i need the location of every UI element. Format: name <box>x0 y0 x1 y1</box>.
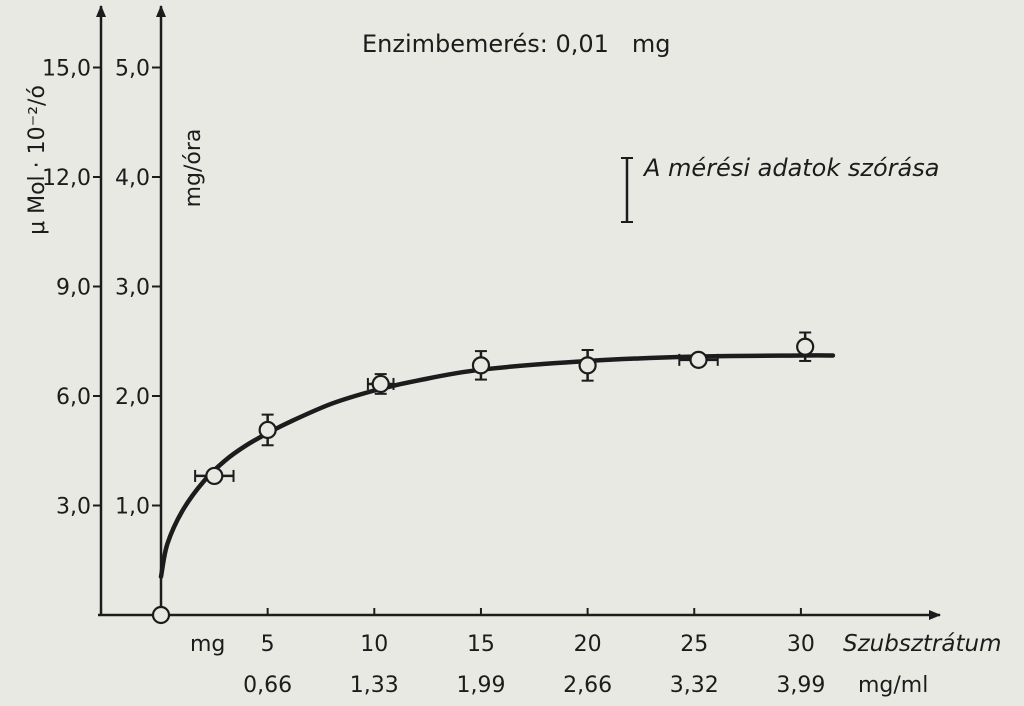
data-point-marker <box>796 337 815 356</box>
x-tick-label-mgml: 3,99 <box>776 673 825 698</box>
outer-y-tick-label: 9,0 <box>56 276 91 301</box>
data-point-marker <box>205 466 224 486</box>
x-ticks: 5 0,66 10 1,33 15 1,99 20 2,66 25 3,32 30 3,99 <box>243 608 825 698</box>
inner-y-tick-label: 1,0 <box>115 495 150 520</box>
data-point <box>151 605 171 625</box>
x-tick-label-mg: 15 <box>467 632 495 657</box>
data-point-marker <box>371 374 390 394</box>
x-tick-label-mg: 30 <box>787 632 815 657</box>
x-tick-label-mgml: 2,66 <box>563 673 612 698</box>
legend: A mérési adatok szórása <box>621 154 939 223</box>
outer-y-tick-label: 3,0 <box>56 495 91 520</box>
data-point <box>366 373 395 395</box>
x-tick-label-mg: 5 <box>261 632 275 657</box>
outer-y-tick-label: 15,0 <box>42 57 91 82</box>
data-point <box>471 350 491 381</box>
axes <box>96 5 941 620</box>
data-point <box>678 350 719 369</box>
data-point <box>258 413 277 447</box>
fit-curve <box>158 353 836 579</box>
data-point-marker <box>258 420 277 440</box>
inner-y-tick-label: 3,0 <box>115 276 150 301</box>
chart-title: Enzimbemerés: 0,01 mg <box>362 30 670 58</box>
x-tick-label-mgml: 3,32 <box>670 673 719 698</box>
inner-y-tick-label: 2,0 <box>115 385 150 410</box>
data-point <box>194 466 235 486</box>
inner-y-tick-label: 4,0 <box>115 166 150 191</box>
x-tick-label-mgml: 0,66 <box>243 673 292 698</box>
outer-y-tick-label: 6,0 <box>56 385 91 410</box>
data-point-marker <box>471 356 491 375</box>
outer-y-tick-label: 12,0 <box>42 166 91 191</box>
x-axis-label: Szubsztrátum <box>843 631 1001 657</box>
inner-y-tick-label: 5,0 <box>115 57 150 82</box>
x-tick-label-mg: 20 <box>574 632 602 657</box>
data-point-marker <box>578 356 597 375</box>
outer-y-axis-label: μ Mol · 10⁻²/ó <box>25 85 50 235</box>
x-unit-mgml: mg/ml <box>858 673 928 698</box>
legend-label: A mérési adatok szórása <box>642 154 939 182</box>
x-tick-label-mg: 10 <box>360 632 388 657</box>
inner-y-ticks: 1,0 2,0 3,0 4,0 5,0 <box>115 57 161 520</box>
x-unit-mg: mg <box>190 632 225 657</box>
data-point-marker <box>151 605 171 625</box>
data-point <box>796 331 815 362</box>
x-tick-label-mgml: 1,99 <box>456 673 505 698</box>
inner-y-axis-label: mg/óra <box>181 129 206 208</box>
x-tick-label-mg: 25 <box>680 632 708 657</box>
data-point <box>578 349 597 382</box>
data-point-marker <box>689 350 708 369</box>
data-points <box>151 331 815 625</box>
x-tick-label-mgml: 1,33 <box>350 673 399 698</box>
outer-y-ticks: 3,0 6,0 9,0 12,0 15,0 <box>42 57 101 520</box>
